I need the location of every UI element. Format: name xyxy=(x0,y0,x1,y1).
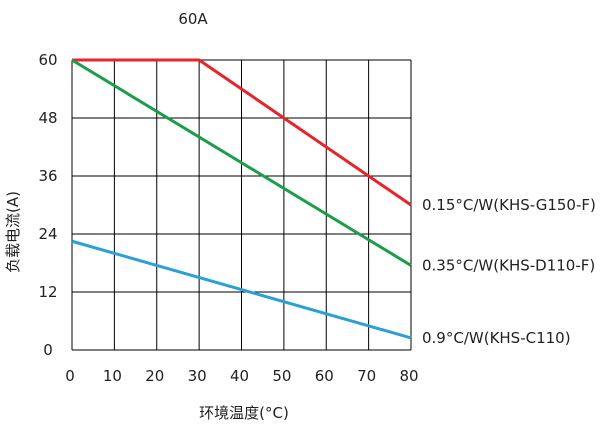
series-line xyxy=(71,58,412,267)
x-tick-label: 30 xyxy=(188,367,207,385)
series-label: 0.15°C/W(KHS-G150-F) xyxy=(422,196,596,214)
y-tick-label: 48 xyxy=(38,109,57,127)
y-tick-label: 0 xyxy=(43,341,53,359)
series-line xyxy=(71,239,412,340)
series-line xyxy=(72,58,412,207)
x-axis-label: 环境温度(°C) xyxy=(199,404,289,422)
y-tick-label: 36 xyxy=(38,167,57,185)
y-tick-label: 12 xyxy=(38,283,57,301)
x-tick-label: 50 xyxy=(272,367,291,385)
x-tick-label: 40 xyxy=(230,367,249,385)
grid xyxy=(71,59,412,351)
y-tick-label: 60 xyxy=(38,51,57,69)
x-tick-label: 60 xyxy=(315,367,334,385)
y-tick-label: 24 xyxy=(38,225,57,243)
series-label: 0.9°C/W(KHS-C110) xyxy=(422,329,571,347)
chart-title: 60A xyxy=(178,10,208,28)
x-tick-label: 70 xyxy=(357,367,376,385)
x-tick-label: 80 xyxy=(399,367,418,385)
y-axis-label: 负载电流(A) xyxy=(4,191,22,273)
x-tick-label: 0 xyxy=(65,367,75,385)
x-tick-label: 20 xyxy=(145,367,164,385)
x-tick-label: 10 xyxy=(103,367,122,385)
series-layer xyxy=(71,58,412,340)
tick-labels: 0 10 20 30 40 50 60 70 80 0 12 24 36 48 60 xyxy=(38,51,418,385)
series-labels: 0.15°C/W(KHS-G150-F) 0.35°C/W(KHS-D110-F)… xyxy=(422,196,596,347)
series-label: 0.35°C/W(KHS-D110-F) xyxy=(422,256,595,274)
